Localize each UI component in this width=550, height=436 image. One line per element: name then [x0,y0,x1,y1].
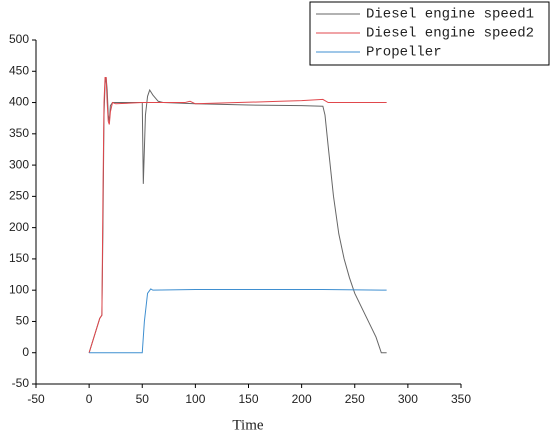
x-tick-label: 350 [451,392,471,406]
x-tick-label: 50 [136,392,150,406]
series-line [88,77,387,354]
x-tick-label: 200 [292,392,312,406]
x-tick-label: 0 [86,392,93,406]
series-line [89,288,387,354]
legend-label: Diesel engine speed1 [366,7,534,23]
y-tick-label: 500 [9,32,29,46]
y-tick-label: 250 [9,189,29,203]
y-tick-label: 300 [9,157,29,171]
y-tick-label: 450 [9,63,29,77]
legend-label: Propeller [366,45,442,61]
y-tick-label: 150 [9,251,29,265]
series-line [88,77,387,353]
x-axis-title: Time [232,417,263,433]
y-tick-label: 100 [9,282,29,296]
x-tick-label: 250 [345,392,365,406]
y-tick-label: 0 [22,345,29,359]
legend-label: Diesel engine speed2 [366,26,534,42]
x-tick-label: 150 [238,392,258,406]
y-tick-label: -50 [12,376,30,390]
x-tick-label: 300 [398,392,418,406]
y-tick-label: 350 [9,126,29,140]
y-tick-label: 400 [9,95,29,109]
y-tick-label: 50 [16,314,30,328]
y-tick-label: 200 [9,220,29,234]
x-tick-label: 100 [185,392,205,406]
x-tick-label: -50 [27,392,45,406]
